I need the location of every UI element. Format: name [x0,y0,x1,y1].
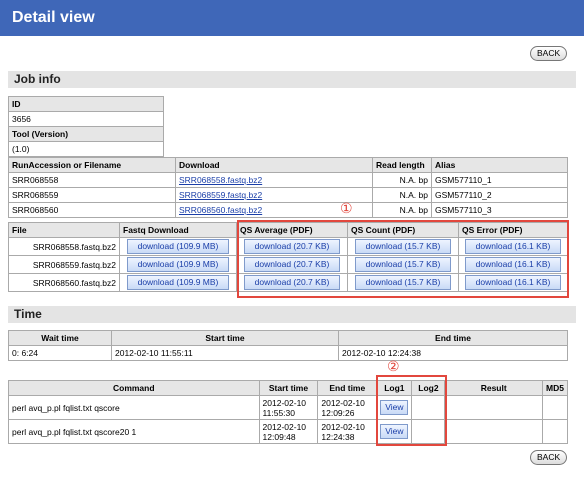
time-table: Wait time Start time End time 0: 6:24 20… [8,330,568,361]
command-start-date: 2012-02-10 [262,421,307,432]
run-download-link[interactable]: SRR068559.fastq.bz2 [179,190,263,200]
file-name: SRR068558.fastq.bz2 [8,237,120,256]
runs-header-alias: Alias [431,157,568,173]
md5-cell [542,419,568,444]
table-row: SRR068558.fastq.bz2 download (109.9 MB) … [8,237,568,256]
qs-error-download-button[interactable]: download (16.1 KB) [464,239,562,254]
command-start-time: 12:09:48 [262,431,296,442]
annotation-marker-2: ② [387,358,400,374]
qs-error-download-button[interactable]: download (16.1 KB) [464,257,562,272]
file-name: SRR068560.fastq.bz2 [8,273,120,292]
run-accession: SRR068559 [8,187,176,203]
id-value: 3656 [8,111,164,127]
back-button-top[interactable]: BACK [530,46,568,61]
annotation-highlight-2 [376,375,447,446]
command-text: perl avq_p.pl fqlist.txt qscore [8,395,260,420]
command-text: perl avq_p.pl fqlist.txt qscore20 1 [8,419,260,444]
files-header-file: File [8,222,120,238]
log1-view-button[interactable]: View [380,424,409,439]
commands-table: Command Start time End time Log1 Log2 Re… [8,380,568,444]
job-info-section-header: Job info [8,71,576,88]
table-row: SRR068560 SRR068560.fastq.bz2 N.A. bp GS… [8,202,568,218]
time-section-header: Time [8,306,576,323]
md5-cell [542,395,568,420]
id-label: ID [8,96,164,112]
command-start-time: 11:55:30 [262,407,296,418]
log1-view-button[interactable]: View [380,400,409,415]
result-cell [444,395,544,420]
command-end-time: 12:24:38 [321,431,355,442]
table-row: 0: 6:24 2012-02-10 11:55:11 2012-02-10 1… [8,345,568,361]
title-bar: Detail view [0,0,584,36]
page-title: Detail view [12,9,95,26]
qs-error-download-button[interactable]: download (16.1 KB) [464,275,562,290]
files-header-qs-error: QS Error (PDF) [458,222,568,238]
table-row: SRR068558 SRR068558.fastq.bz2 N.A. bp GS… [8,172,568,188]
job-info-section-title: Job info [14,72,61,86]
start-time-value: 2012-02-10 11:55:11 [111,345,339,361]
run-download-link[interactable]: SRR068558.fastq.bz2 [179,175,263,185]
table-row: perl avq_p.pl fqlist.txt qscore 2012-02-… [8,395,568,420]
run-accession: SRR068558 [8,172,176,188]
table-row: SRR068559.fastq.bz2 download (109.9 MB) … [8,255,568,274]
time-header-end: End time [338,330,568,346]
cmd-header-command: Command [8,380,260,396]
file-name: SRR068559.fastq.bz2 [8,255,120,274]
qs-count-download-button[interactable]: download (15.7 KB) [354,257,452,272]
cmd-header-end: End time [317,380,378,396]
table-row: SRR068560.fastq.bz2 download (109.9 MB) … [8,273,568,292]
run-read-length: N.A. bp [372,187,432,203]
runs-header-read-length: Read length [372,157,432,173]
back-button-bottom[interactable]: BACK [530,450,568,465]
tool-value: (1.0) [8,141,164,157]
qs-average-download-button[interactable]: download (20.7 KB) [243,239,341,254]
run-alias: GSM577110_1 [431,172,568,188]
annotation-highlight-1 [237,220,569,298]
end-time-value: 2012-02-10 12:24:38 [338,345,568,361]
tool-label: Tool (Version) [8,126,164,142]
command-start-date: 2012-02-10 [262,397,307,408]
time-header-wait: Wait time [8,330,112,346]
run-accession: SRR068560 [8,202,176,218]
cmd-header-start: Start time [258,380,319,396]
run-read-length: N.A. bp [372,202,432,218]
command-end-date: 2012-02-10 [321,397,365,408]
qs-average-download-button[interactable]: download (20.7 KB) [243,257,341,272]
qs-average-download-button[interactable]: download (20.7 KB) [243,275,341,290]
time-section-title: Time [14,307,42,321]
cmd-header-md5: MD5 [542,380,568,396]
run-alias: GSM577110_3 [431,202,568,218]
table-row: SRR068559 SRR068559.fastq.bz2 N.A. bp GS… [8,187,568,203]
run-read-length: N.A. bp [372,172,432,188]
run-alias: GSM577110_2 [431,187,568,203]
runs-table: RunAccession or Filename Download Read l… [8,157,568,218]
command-end-time: 12:09:26 [321,407,355,418]
runs-header-accession: RunAccession or Filename [8,157,176,173]
tool-table: Tool (Version) (1.0) [8,126,164,157]
files-table: File Fastq Download QS Average (PDF) QS … [8,222,568,292]
result-cell [444,419,544,444]
wait-time-value: 0: 6:24 [8,345,112,361]
cmd-header-result: Result [444,380,544,396]
run-download-link[interactable]: SRR068560.fastq.bz2 [179,205,263,215]
runs-header-download: Download [175,157,373,173]
table-row: perl avq_p.pl fqlist.txt qscore20 1 2012… [8,419,568,444]
fastq-download-button[interactable]: download (109.9 MB) [126,275,230,290]
fastq-download-button[interactable]: download (109.9 MB) [126,239,230,254]
time-header-start: Start time [111,330,339,346]
fastq-download-button[interactable]: download (109.9 MB) [126,257,230,272]
annotation-marker-1: ① [340,200,353,216]
command-end-date: 2012-02-10 [321,421,365,432]
qs-count-download-button[interactable]: download (15.7 KB) [354,275,452,290]
files-header-fastq: Fastq Download [119,222,237,238]
id-table: ID 3656 [8,96,164,127]
qs-count-download-button[interactable]: download (15.7 KB) [354,239,452,254]
